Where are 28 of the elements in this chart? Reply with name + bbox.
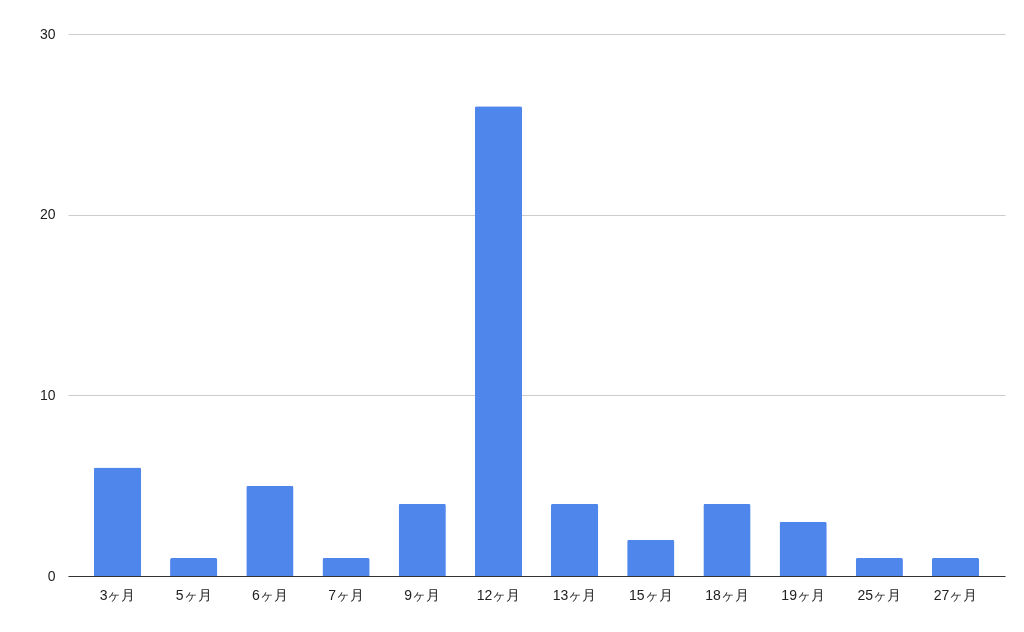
bar [703, 503, 751, 576]
bar [627, 539, 675, 576]
bar [779, 521, 827, 576]
x-tick-label: 6ヶ月 [251, 586, 288, 603]
x-tick-label: 19ヶ月 [781, 586, 825, 603]
x-tick-label: 18ヶ月 [705, 586, 749, 603]
bar [474, 106, 523, 576]
bar [322, 557, 370, 576]
bar [855, 557, 903, 576]
x-tick-label: 3ヶ月 [99, 586, 136, 603]
bar [93, 467, 142, 576]
x-tick-label: 13ヶ月 [552, 586, 597, 603]
bar [550, 503, 599, 576]
bar [398, 503, 446, 576]
x-tick-label: 9ヶ月 [404, 586, 441, 603]
bar [246, 485, 294, 576]
x-tick-label: 7ヶ月 [328, 586, 364, 603]
y-tick-label: 20 [39, 206, 56, 223]
y-tick-label: 0 [47, 567, 56, 584]
y-tick-label: 10 [39, 386, 56, 403]
y-tick-label: 30 [39, 25, 56, 42]
x-tick-label: 15ヶ月 [628, 586, 673, 603]
x-tick-label: 5ヶ月 [175, 586, 212, 603]
x-tick-label: 27ヶ月 [933, 586, 978, 603]
bar [931, 557, 980, 576]
bar [170, 557, 218, 576]
x-tick-label: 25ヶ月 [857, 586, 902, 603]
x-tick-label: 12ヶ月 [476, 586, 521, 603]
